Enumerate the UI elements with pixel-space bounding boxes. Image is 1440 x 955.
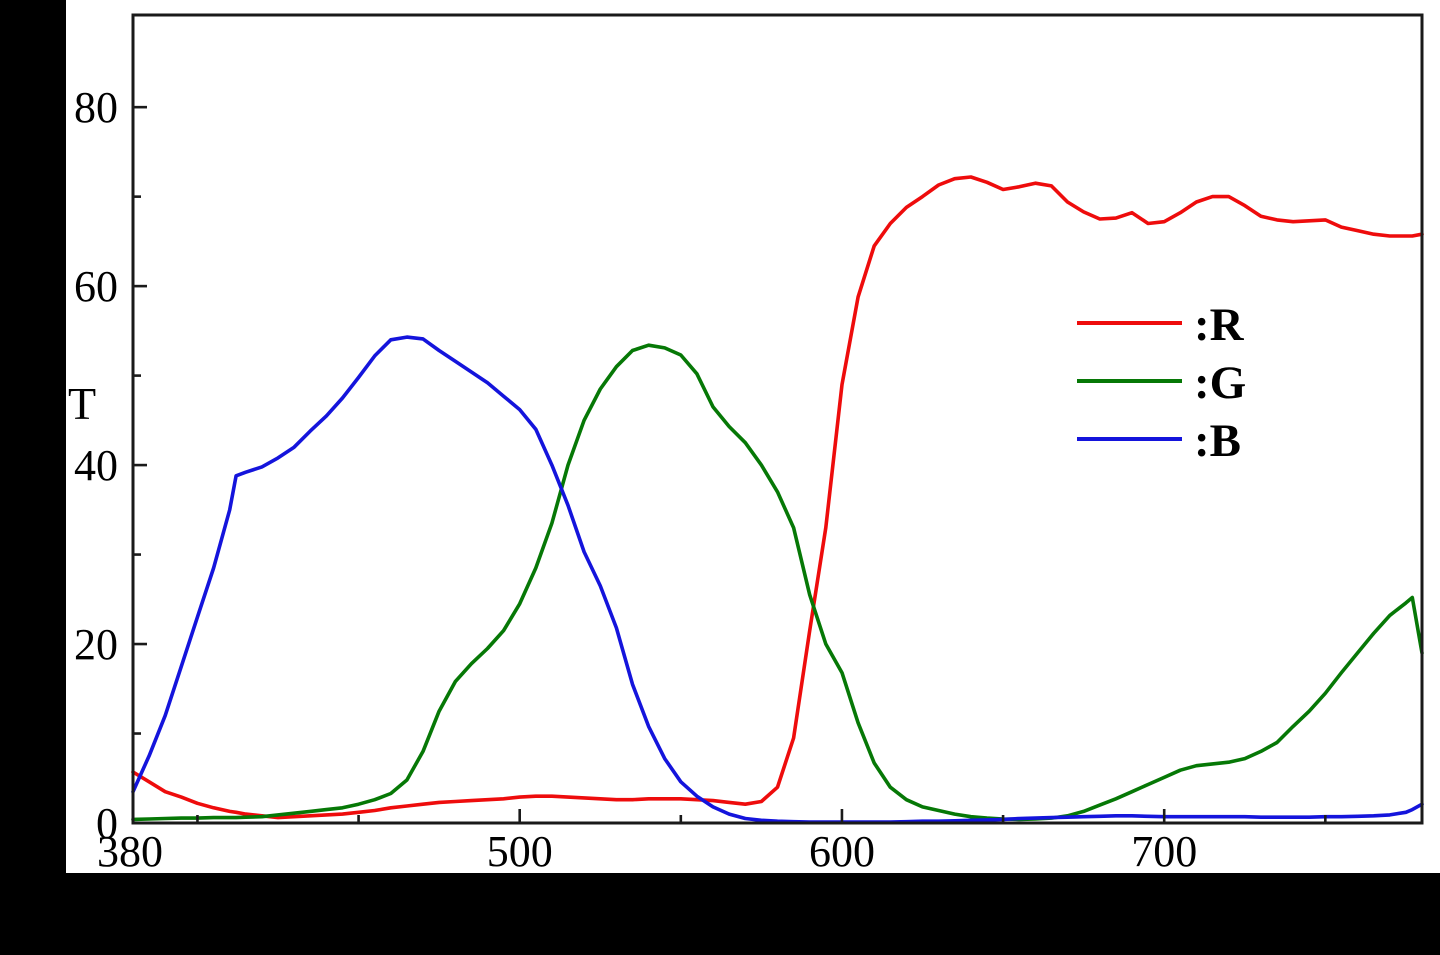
plot-panel (66, 0, 1440, 873)
y-tick-label-40: 40 (74, 441, 118, 490)
series-line-R (131, 175, 1424, 820)
legend-label-R: :R (1194, 299, 1245, 351)
x-tick-label-700: 700 (1131, 827, 1197, 876)
legend: :R :G :B (1077, 299, 1246, 467)
tick-labels-layer: 0 20 40 60 80 500 600 700 380 (74, 83, 1197, 876)
ticks-layer (133, 105, 1327, 825)
y-tick-label-80: 80 (74, 83, 118, 132)
x-tick-label-500: 500 (487, 827, 553, 876)
series-line-B (131, 335, 1424, 824)
legend-label-G: :G (1194, 357, 1246, 409)
y-tick-label-60: 60 (74, 262, 118, 311)
y-axis-title: T (68, 378, 96, 429)
curves-layer (131, 175, 1424, 824)
series-line-G (131, 343, 1424, 822)
x-tick-label-380: 380 (97, 827, 163, 876)
x-tick-label-600: 600 (809, 827, 875, 876)
y-tick-label-0: 0 (96, 799, 118, 848)
legend-label-B: :B (1194, 415, 1241, 467)
plot-frame (131, 13, 1424, 825)
y-tick-label-20: 20 (74, 620, 118, 669)
